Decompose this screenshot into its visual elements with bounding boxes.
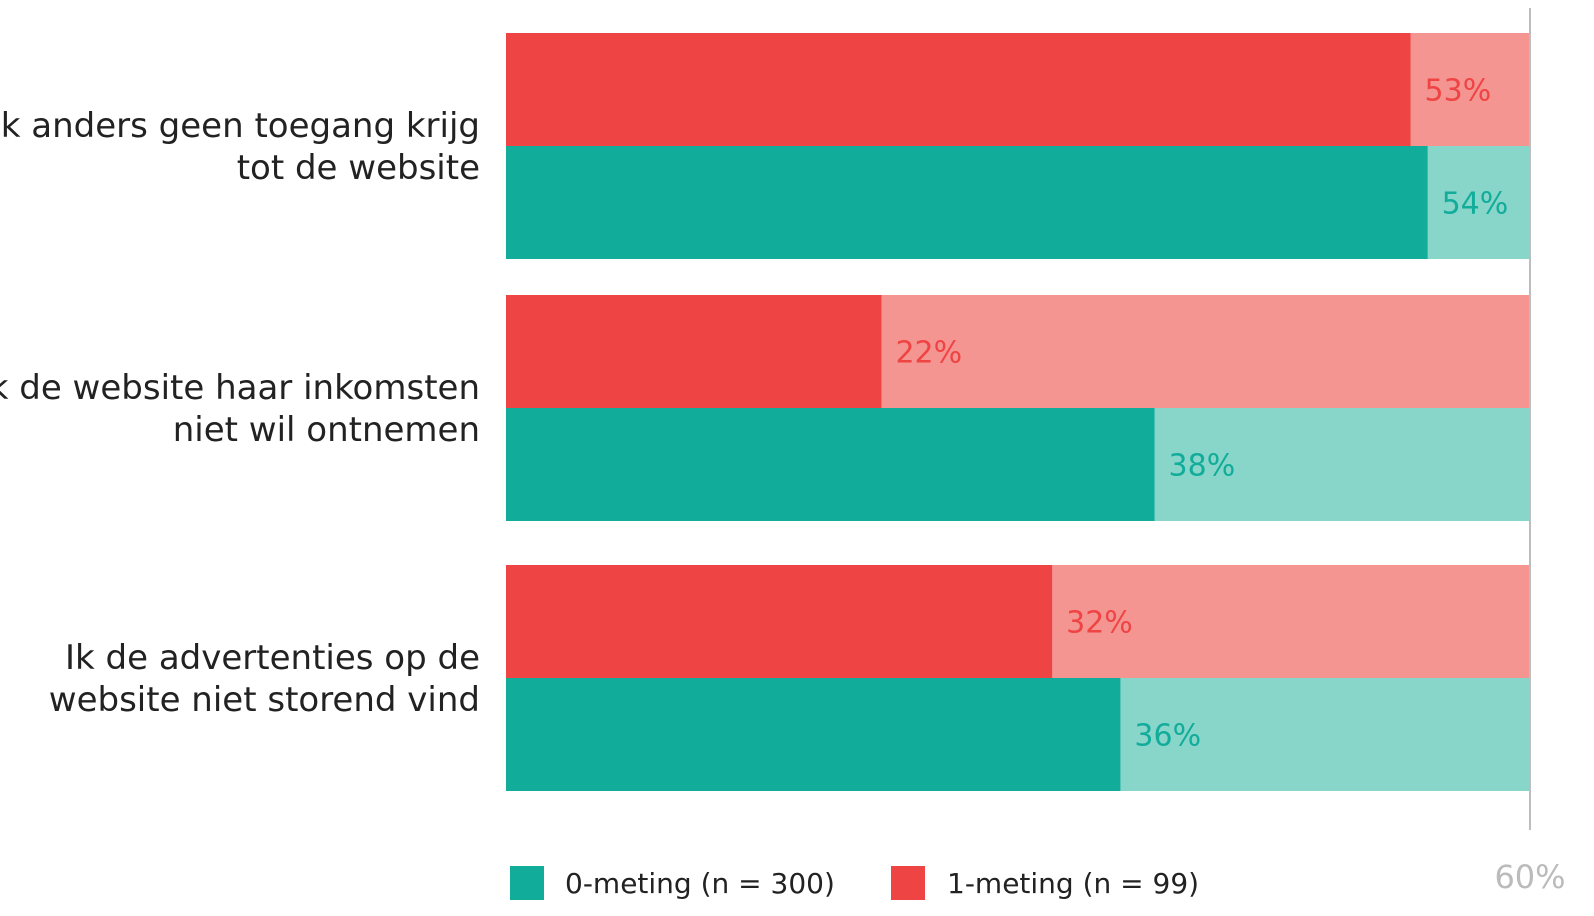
legend-label-1-meting: 1-meting (n = 99) bbox=[947, 867, 1199, 900]
category-label-1: Ik anders geen toegang krijg tot de websi… bbox=[0, 106, 480, 188]
x-tick-label-max: 60% bbox=[1494, 858, 1565, 896]
category-label-line: niet wil ontnemen bbox=[173, 410, 480, 450]
bar-0-meting-1 bbox=[506, 146, 1428, 259]
category-label-line: Ik de website haar inkomsten bbox=[0, 368, 480, 408]
value-label-1-meting-3: 32% bbox=[1066, 606, 1133, 641]
value-label-1-meting-1: 53% bbox=[1425, 74, 1492, 109]
bar-1-meting-2 bbox=[506, 295, 882, 408]
bar-1-meting-3 bbox=[506, 565, 1053, 678]
value-label-0-meting-1: 54% bbox=[1442, 187, 1509, 222]
legend-swatch-1-meting bbox=[891, 866, 925, 900]
bar-1-meting-1 bbox=[506, 33, 1411, 146]
category-label-line: Ik anders geen toegang krijg bbox=[0, 106, 480, 146]
legend-swatch-0-meting bbox=[510, 866, 544, 900]
labels-layer: 53% 54% Ik anders geen toegang krijg tot de… bbox=[0, 74, 1508, 754]
category-label-3: Ik de advertenties op de website niet sto… bbox=[49, 638, 480, 720]
bars-layer bbox=[506, 33, 1530, 791]
legend: 0-meting (n = 300) 1-meting (n = 99) bbox=[510, 866, 1199, 900]
value-label-0-meting-3: 36% bbox=[1134, 719, 1201, 754]
bar-0-meting-2 bbox=[506, 408, 1155, 521]
category-label-line: website niet storend vind bbox=[49, 680, 480, 720]
axis-layer: 60% bbox=[1494, 8, 1566, 896]
value-label-1-meting-2: 22% bbox=[895, 336, 962, 371]
category-label-line: Ik de advertenties op de bbox=[65, 638, 480, 678]
value-label-0-meting-2: 38% bbox=[1169, 449, 1236, 484]
category-label-line: tot de website bbox=[237, 148, 480, 188]
legend-label-0-meting: 0-meting (n = 300) bbox=[565, 867, 835, 900]
category-label-2: Ik de website haar inkomsten niet wil ont… bbox=[0, 368, 480, 450]
bar-0-meting-3 bbox=[506, 678, 1121, 791]
